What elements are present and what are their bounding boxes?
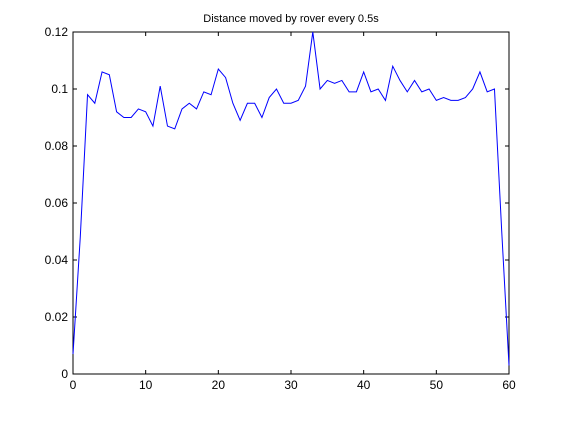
x-tick-label: 30 bbox=[284, 378, 298, 392]
y-tick-label: 0.12 bbox=[45, 25, 69, 39]
x-tick-label: 60 bbox=[502, 378, 516, 392]
x-tick-label: 20 bbox=[212, 378, 226, 392]
y-tick-label: 0.02 bbox=[45, 310, 69, 324]
y-tick-label: 0.1 bbox=[51, 82, 68, 96]
y-tick-label: 0.04 bbox=[45, 253, 69, 267]
chart-title: Distance moved by rover every 0.5s bbox=[203, 13, 379, 25]
plot-area bbox=[73, 32, 509, 374]
y-tick-label: 0.08 bbox=[45, 139, 69, 153]
x-tick-label: 40 bbox=[357, 378, 371, 392]
x-tick-label: 0 bbox=[70, 378, 77, 392]
x-tick-label: 50 bbox=[430, 378, 444, 392]
y-tick-label: 0 bbox=[61, 367, 68, 381]
x-tick-label: 10 bbox=[139, 378, 153, 392]
y-tick-label: 0.06 bbox=[45, 196, 69, 210]
